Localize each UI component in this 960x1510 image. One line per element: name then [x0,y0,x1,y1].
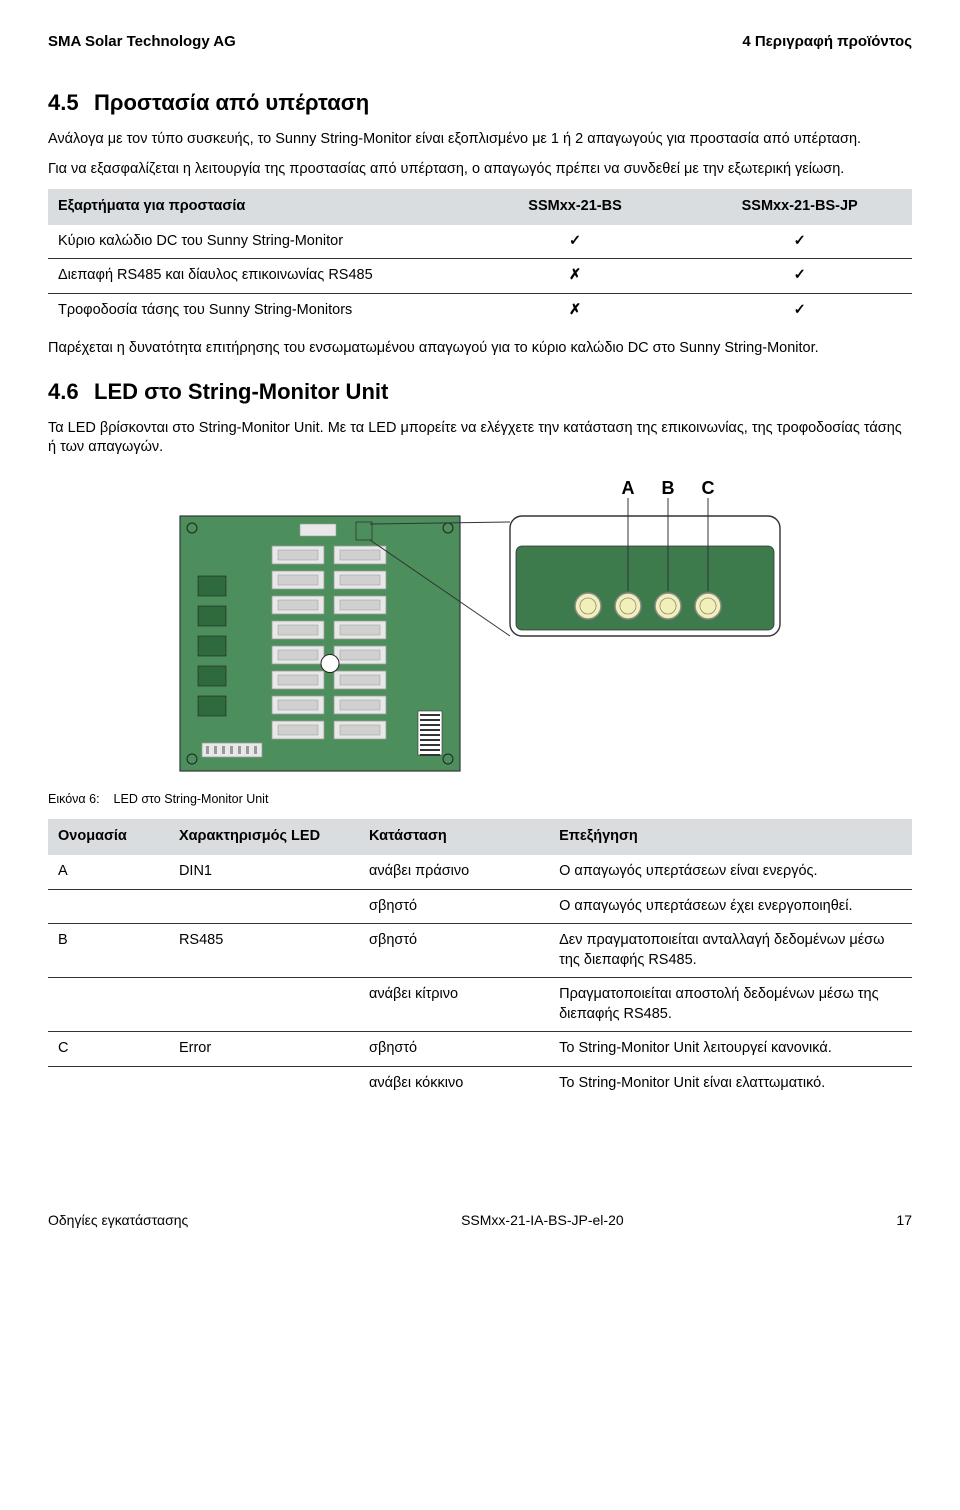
table1-after-text: Παρέχεται η δυνατότητα επιτήρησης του εν… [48,339,912,359]
section-4-5-para-2: Για να εξασφαλίζεται η λειτουργία της πρ… [48,160,912,180]
t1-cell-label: Κύριο καλώδιο DC του Sunny String-Monito… [48,225,463,259]
table-row: ADIN1ανάβει πράσινοΟ απαγωγός υπερτάσεων… [48,855,912,889]
t1-cell-b [687,259,912,294]
t2-cell-state: σβηστό [359,924,549,978]
t2-header-2: Κατάσταση [359,819,549,855]
t1-header-1: SSMxx-21-BS [463,189,688,225]
cross-icon [569,267,581,283]
t2-cell-name [48,1066,169,1100]
t1-cell-a [463,225,688,259]
t2-cell-led: Error [169,1032,359,1067]
t2-header-1: Χαρακτηρισμός LED [169,819,359,855]
t1-cell-label: Διεπαφή RS485 και δίαυλος επικοινωνίας R… [48,259,463,294]
t2-cell-led [169,889,359,924]
table-row: ανάβει κόκκινοΤο String-Monitor Unit είν… [48,1066,912,1100]
t2-cell-state: ανάβει κίτρινο [359,978,549,1032]
t2-cell-state: σβηστό [359,1032,549,1067]
t2-cell-led [169,1066,359,1100]
table-row: σβηστόΟ απαγωγός υπερτάσεων έχει ενεργοπ… [48,889,912,924]
header-right: 4 Περιγραφή προϊόντος [742,32,912,52]
table-row: Κύριο καλώδιο DC του Sunny String-Monito… [48,225,912,259]
table-row: Τροφοδοσία τάσης του Sunny String-Monito… [48,293,912,327]
protection-components-table: Εξαρτήματα για προστασία SSMxx-21-BS SSM… [48,189,912,327]
led-description-table: Ονομασία Χαρακτηρισμός LED Κατάσταση Επε… [48,819,912,1100]
check-icon [794,267,806,283]
t1-cell-b [687,293,912,327]
t2-cell-state: ανάβει κόκκινο [359,1066,549,1100]
table-row: CErrorσβηστόΤο String-Monitor Unit λειτο… [48,1032,912,1067]
section-title: Προστασία από υπέρταση [94,90,369,115]
table-row: BRS485σβηστόΔεν πραγματοποιείται ανταλλα… [48,924,912,978]
section-number: 4.6 [48,377,94,407]
svg-text:C: C [702,478,715,498]
section-4-6-heading: 4.6LED στο String-Monitor Unit [48,377,912,407]
t1-header-0: Εξαρτήματα για προστασία [48,189,463,225]
t2-header-0: Ονομασία [48,819,169,855]
t2-cell-name: A [48,855,169,889]
check-icon [569,233,581,249]
svg-text:B: B [662,478,675,498]
figure-caption-label: Εικόνα 6: [48,792,100,806]
t1-header-2: SSMxx-21-BS-JP [687,189,912,225]
section-number: 4.5 [48,88,94,118]
t1-cell-a [463,259,688,294]
t2-cell-desc: Ο απαγωγός υπερτάσεων έχει ενεργοποιηθεί… [549,889,912,924]
t2-cell-desc: Το String-Monitor Unit λειτουργεί κανονι… [549,1032,912,1067]
t2-cell-led: RS485 [169,924,359,978]
pcb-diagram: A B C [160,476,800,776]
t2-cell-desc: Δεν πραγματοποιείται ανταλλαγή δεδομένων… [549,924,912,978]
section-title: LED στο String-Monitor Unit [94,379,388,404]
t2-cell-desc: Το String-Monitor Unit είναι ελαττωματικ… [549,1066,912,1100]
section-4-5-para-1: Ανάλογα με τον τύπο συσκευής, το Sunny S… [48,130,912,150]
footer-left: Οδηγίες εγκατάστασης [48,1211,188,1230]
header-left: SMA Solar Technology AG [48,32,236,52]
table-row: Διεπαφή RS485 και δίαυλος επικοινωνίας R… [48,259,912,294]
t2-cell-led [169,978,359,1032]
page-footer: Οδηγίες εγκατάστασης SSMxx-21-IA-BS-JP-e… [48,1211,912,1230]
svg-text:A: A [622,478,635,498]
t2-cell-name [48,889,169,924]
t2-cell-name: B [48,924,169,978]
page-header: SMA Solar Technology AG 4 Περιγραφή προϊ… [48,32,912,52]
check-icon [794,233,806,249]
t1-cell-label: Τροφοδοσία τάσης του Sunny String-Monito… [48,293,463,327]
t1-cell-b [687,225,912,259]
section-4-5-heading: 4.5Προστασία από υπέρταση [48,88,912,118]
t2-header-3: Επεξήγηση [549,819,912,855]
t2-cell-desc: Πραγματοποιείται αποστολή δεδομένων μέσω… [549,978,912,1032]
t2-cell-led: DIN1 [169,855,359,889]
footer-center: SSMxx-21-IA-BS-JP-el-20 [461,1211,624,1230]
figure-6: A B C [48,476,912,781]
t2-cell-name [48,978,169,1032]
figure-caption: Εικόνα 6: LED στο String-Monitor Unit [48,791,912,808]
t2-cell-state: σβηστό [359,889,549,924]
t1-cell-a [463,293,688,327]
cross-icon [569,302,581,318]
footer-right: 17 [896,1211,912,1230]
t2-cell-name: C [48,1032,169,1067]
t2-cell-state: ανάβει πράσινο [359,855,549,889]
check-icon [794,302,806,318]
t2-cell-desc: Ο απαγωγός υπερτάσεων είναι ενεργός. [549,855,912,889]
table-row: ανάβει κίτρινοΠραγματοποιείται αποστολή … [48,978,912,1032]
figure-caption-text: LED στο String-Monitor Unit [114,792,269,806]
section-4-6-para-1: Τα LED βρίσκονται στο String-Monitor Uni… [48,419,912,458]
